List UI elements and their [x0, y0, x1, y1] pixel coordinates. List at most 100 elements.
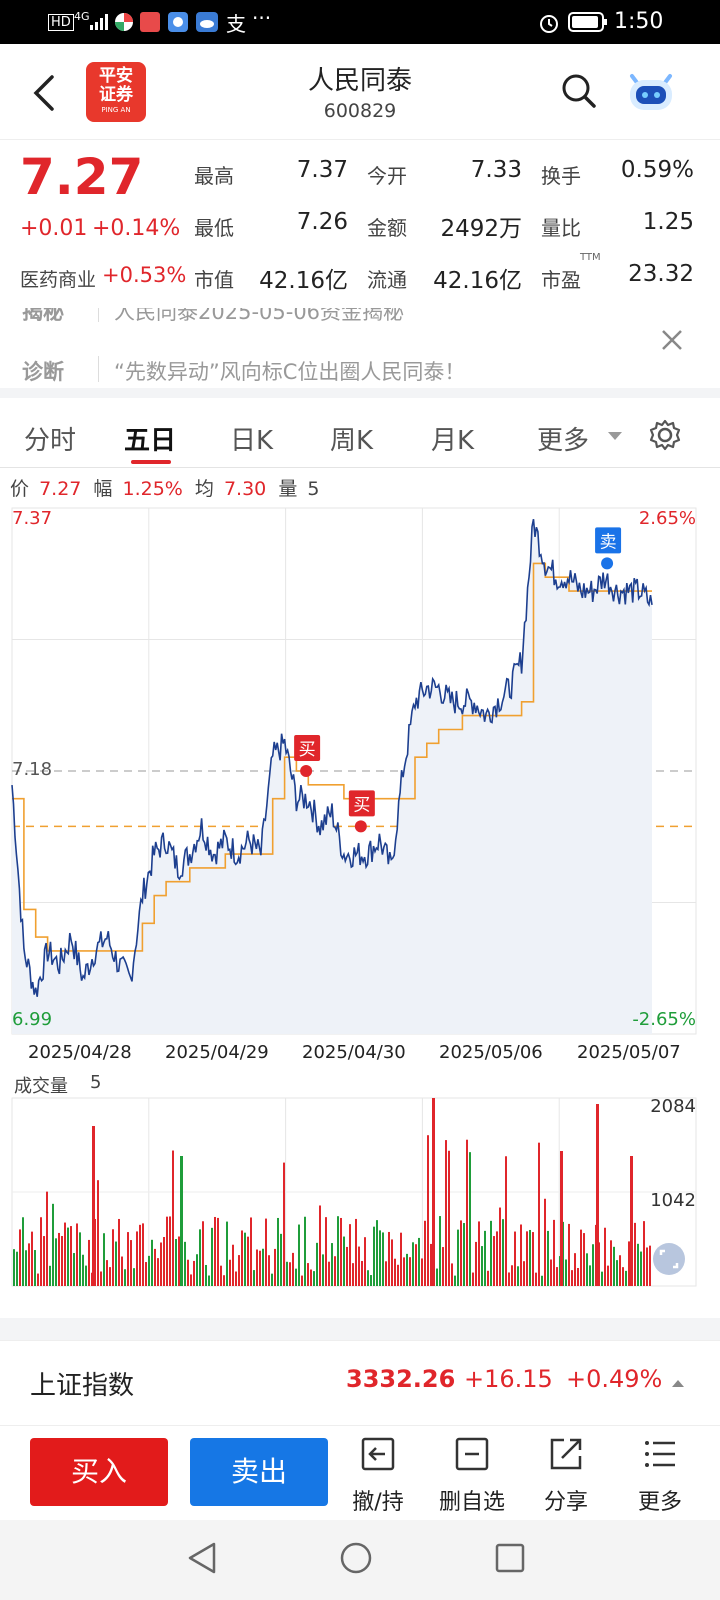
- ticker-divider-2: [98, 356, 99, 382]
- chart-markers: 买买卖: [294, 527, 622, 833]
- tab-five-day[interactable]: 五日: [124, 426, 177, 456]
- float-cap-label: 流通: [367, 268, 407, 292]
- nav-recents-icon[interactable]: [494, 1542, 526, 1574]
- more-icon: ···: [252, 6, 272, 30]
- volume-bar: [340, 1217, 342, 1286]
- five-day-chart[interactable]: 价 7.27 幅 1.25% 均 7.30 量 5 买买卖 7.37 7.18 …: [0, 468, 720, 1318]
- dropdown-triangle-icon[interactable]: [606, 430, 624, 442]
- volume-bar: [583, 1233, 585, 1286]
- nav-home-icon[interactable]: [338, 1540, 374, 1576]
- volume-bar: [310, 1269, 312, 1286]
- trade-marker-dot: [354, 820, 367, 833]
- volume-bar: [97, 1180, 99, 1286]
- volume-bar: [118, 1218, 120, 1286]
- volume-bar: [616, 1260, 618, 1286]
- volume-bar: [160, 1242, 162, 1286]
- volume-bar: [76, 1223, 78, 1286]
- volume-bar: [625, 1270, 627, 1286]
- volume-bar: [46, 1191, 48, 1286]
- index-bar[interactable]: 上证指数 3332.26 +16.15 +0.49%: [0, 1340, 720, 1426]
- fullscreen-icon[interactable]: [652, 1242, 686, 1276]
- volume-bar: [370, 1275, 372, 1286]
- trade-marker-label: 买: [353, 795, 370, 815]
- volume-bar: [577, 1267, 579, 1286]
- volume-bar: [460, 1220, 462, 1286]
- sector-name[interactable]: 医药商业: [20, 269, 97, 291]
- volume-current: 5: [90, 1072, 102, 1093]
- app-header: 平安 证券 PING AN 人民同泰 600829: [0, 44, 720, 140]
- volume-bar: [601, 1271, 603, 1286]
- expand-up-icon[interactable]: [670, 1377, 686, 1389]
- robot-assistant-icon[interactable]: [626, 66, 676, 114]
- search-icon[interactable]: [560, 72, 598, 110]
- remove-watchlist-button[interactable]: 删自选: [432, 1432, 512, 1516]
- x-label-5: 2025/05/07: [577, 1042, 681, 1063]
- volume-bar: [472, 1272, 474, 1286]
- volume-bar: [442, 1247, 444, 1286]
- ticker-text-2[interactable]: “先数异动”风向标C位出圈人民同泰！: [114, 360, 466, 384]
- tab-more[interactable]: 更多: [537, 426, 590, 456]
- chart-svg[interactable]: 买买卖: [0, 468, 720, 1318]
- volume-spike: [630, 1156, 633, 1286]
- volume-bar: [13, 1249, 15, 1286]
- nav-back-icon[interactable]: [184, 1540, 220, 1576]
- market-cap-value: 42.16亿: [259, 268, 348, 294]
- back-icon[interactable]: [30, 74, 56, 112]
- volume-bar: [586, 1253, 588, 1286]
- volume-bar: [508, 1272, 510, 1286]
- share-button[interactable]: 分享: [526, 1432, 606, 1516]
- volume-bar: [100, 1271, 102, 1286]
- volume-bar: [214, 1216, 216, 1286]
- settings-gear-icon[interactable]: [648, 418, 682, 452]
- volume-bar: [25, 1250, 27, 1286]
- volume-bar: [589, 1265, 591, 1286]
- volume-bar: [478, 1221, 480, 1286]
- sell-button[interactable]: 卖出: [190, 1438, 328, 1506]
- volume-bar: [61, 1236, 63, 1286]
- trade-bar: 买入 卖出 撤/持 删自选 分享 更多: [0, 1426, 720, 1520]
- remove-watchlist-label: 删自选: [438, 1490, 505, 1515]
- volume-bar: [142, 1223, 144, 1286]
- volume-bar: [166, 1216, 168, 1286]
- volume-bar: [238, 1255, 240, 1286]
- pct-top-label: 2.65%: [638, 508, 696, 529]
- tab-daily-k[interactable]: 日K: [230, 426, 274, 456]
- news-ticker[interactable]: 揭秘 人民同泰2025-05-06资金揭秘 诊断 “先数异动”风向标C位出圈人民…: [0, 308, 720, 388]
- volume-bar: [364, 1237, 366, 1286]
- volume-bar: [637, 1243, 639, 1286]
- volume-bar: [280, 1233, 282, 1286]
- volume-bar: [172, 1150, 174, 1286]
- volume-bar: [286, 1261, 288, 1286]
- volume-bar: [223, 1275, 225, 1286]
- volume-bar: [649, 1245, 651, 1286]
- volume-bar: [436, 1268, 438, 1286]
- chart-tabs: 分时 五日 日K 周K 月K 更多: [0, 388, 720, 468]
- close-icon[interactable]: [660, 328, 684, 352]
- pct-bottom-label: -2.65%: [632, 1009, 696, 1030]
- volume-bar: [496, 1231, 498, 1286]
- volume-bar: [391, 1239, 393, 1286]
- volume-bar: [124, 1269, 126, 1286]
- more-actions-button[interactable]: 更多: [620, 1432, 700, 1516]
- volume-bar: [292, 1252, 294, 1286]
- volume-bar: [367, 1270, 369, 1286]
- volume-bar: [499, 1207, 501, 1286]
- trade-marker-label: 卖: [600, 532, 617, 552]
- index-value: 3332.26: [346, 1365, 456, 1393]
- tab-intraday[interactable]: 分时: [24, 426, 77, 456]
- cancel-hold-button[interactable]: 撤/持: [338, 1432, 418, 1516]
- volume-bar: [88, 1239, 90, 1286]
- volume-bar: [358, 1246, 360, 1286]
- volume-bar: [229, 1259, 231, 1286]
- info-amp-value: 1.25%: [122, 478, 183, 500]
- app-icon-3: [168, 12, 188, 32]
- high-value: 7.37: [296, 157, 348, 183]
- tab-weekly-k[interactable]: 周K: [330, 426, 374, 456]
- ticker-text-1[interactable]: 人民同泰2025-05-06资金揭秘: [114, 308, 405, 324]
- tab-monthly-k[interactable]: 月K: [431, 426, 475, 456]
- volume-bar: [451, 1263, 453, 1286]
- buy-button[interactable]: 买入: [30, 1438, 168, 1506]
- x-label-4: 2025/05/06: [439, 1042, 543, 1063]
- volume-bar: [493, 1236, 495, 1286]
- volume-bar: [244, 1232, 246, 1286]
